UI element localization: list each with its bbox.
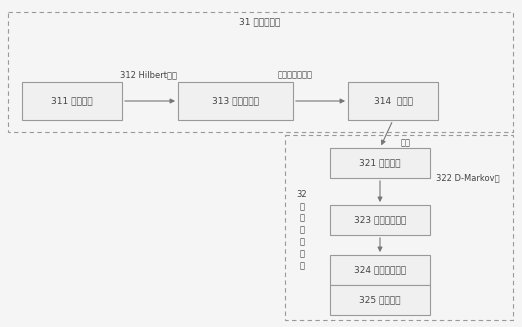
Text: 313 复数域信号: 313 复数域信号 [212, 96, 259, 106]
Bar [330, 148, 430, 178]
Bar [330, 255, 430, 285]
Text: 映射至二维空间: 映射至二维空间 [278, 71, 313, 79]
Bar [330, 285, 430, 315]
Text: 312 Hilbert变换: 312 Hilbert变换 [120, 71, 176, 79]
Text: 分割: 分割 [401, 139, 411, 147]
Bar [22, 82, 122, 120]
Text: 311 数据序列: 311 数据序列 [51, 96, 93, 106]
Text: 325 浓度测度: 325 浓度测度 [359, 296, 401, 304]
Bar [285, 135, 513, 320]
Text: 322 D-Markov机: 322 D-Markov机 [436, 174, 500, 182]
Text: 32
符
号
动
态
滤
波: 32 符 号 动 态 滤 波 [296, 190, 307, 270]
Bar [330, 205, 430, 235]
Bar [8, 12, 513, 132]
Text: 323 状态转移矩阵: 323 状态转移矩阵 [354, 215, 406, 225]
Text: 31 相空间分割: 31 相空间分割 [240, 18, 281, 26]
Text: 321 符号序列: 321 符号序列 [359, 159, 401, 167]
Text: 324 状态概率向量: 324 状态概率向量 [354, 266, 406, 274]
Bar [348, 82, 438, 120]
Text: 314  相空间: 314 相空间 [374, 96, 412, 106]
Bar [178, 82, 293, 120]
